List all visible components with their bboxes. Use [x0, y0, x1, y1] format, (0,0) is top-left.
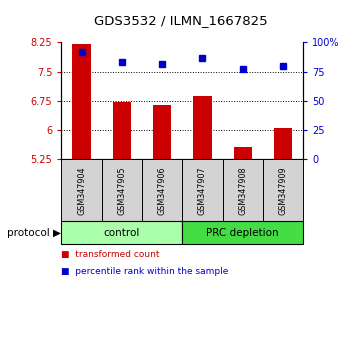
Bar: [153, 105, 171, 159]
Text: GSM347905: GSM347905: [117, 166, 126, 215]
Text: GDS3532 / ILMN_1667825: GDS3532 / ILMN_1667825: [94, 14, 267, 27]
Bar: [274, 128, 292, 159]
Text: GSM347906: GSM347906: [158, 166, 167, 215]
Bar: [234, 147, 252, 159]
Text: ■  percentile rank within the sample: ■ percentile rank within the sample: [61, 267, 229, 276]
Bar: [73, 44, 91, 159]
Bar: [193, 96, 212, 159]
Text: control: control: [104, 228, 140, 238]
Text: GSM347904: GSM347904: [77, 166, 86, 215]
Text: PRC depletion: PRC depletion: [206, 228, 279, 238]
Text: ■  transformed count: ■ transformed count: [61, 250, 160, 258]
Text: GSM347908: GSM347908: [238, 166, 247, 215]
Text: protocol ▶: protocol ▶: [7, 228, 61, 238]
Text: GSM347909: GSM347909: [279, 166, 288, 215]
Text: GSM347907: GSM347907: [198, 166, 207, 215]
Bar: [113, 102, 131, 159]
